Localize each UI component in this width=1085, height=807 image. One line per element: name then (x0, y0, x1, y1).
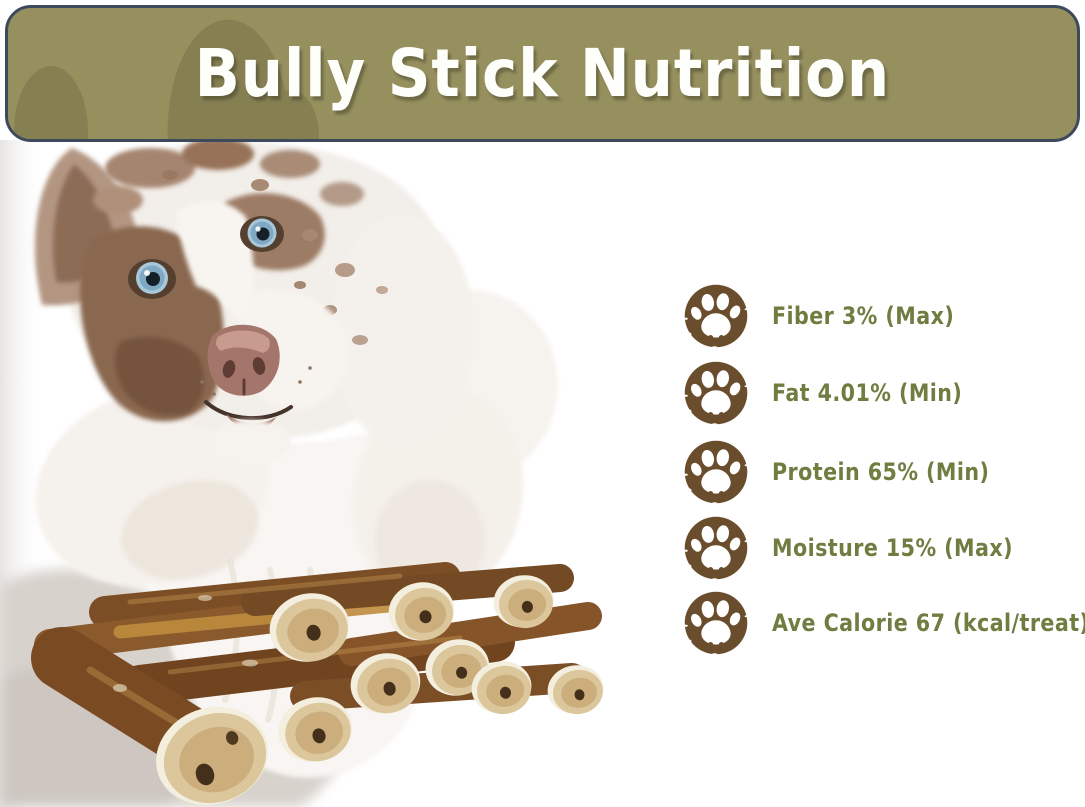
dog-left-paw (35, 389, 269, 587)
dog-speckles (162, 170, 388, 345)
nutrition-label: Ave Calorie 67 (kcal/treat) (772, 609, 1085, 637)
paw-icon (682, 282, 750, 350)
dog-right-eye (240, 216, 284, 252)
paw-icon (682, 438, 750, 506)
banner-ear-silhouette (14, 66, 88, 139)
paw-icon (682, 359, 750, 427)
nutrition-item: Protein 65% (Min) (682, 438, 1025, 506)
nutrition-item: Fiber 3% (Max) (682, 282, 984, 350)
dog-left-eye (128, 259, 176, 299)
stick-cut-ends (156, 575, 604, 806)
nutrition-label: Fat 4.01% (Min) (772, 379, 963, 407)
dog-blaze (176, 200, 254, 340)
bully-sticks (31, 562, 604, 806)
nutrition-label: Protein 65% (Min) (772, 458, 990, 486)
page-title: Bully Stick Nutrition (194, 35, 891, 112)
nutrition-item: Ave Calorie 67 (kcal/treat) (682, 589, 1085, 657)
dog-nose (207, 324, 280, 396)
nutrition-item: Fat 4.01% (Min) (682, 359, 993, 427)
nutrition-label: Fiber 3% (Max) (772, 302, 955, 330)
paw-icon (682, 589, 750, 657)
paw-icon (682, 514, 750, 582)
dog-photo (0, 140, 604, 807)
nutrition-item: Moisture 15% (Max) (682, 514, 1052, 582)
dog-mouth (204, 400, 293, 464)
title-banner: Bully Stick Nutrition (5, 5, 1080, 142)
dog-head (34, 140, 474, 464)
nutrition-label: Moisture 15% (Max) (772, 534, 1013, 562)
dog-whisker-dots (200, 366, 312, 396)
